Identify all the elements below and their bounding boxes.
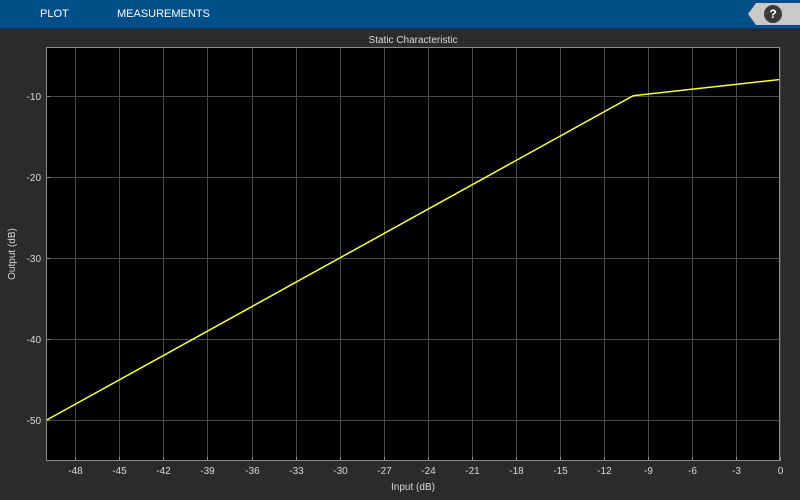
y-tick-label: -50 bbox=[27, 416, 42, 427]
y-tick-label: -40 bbox=[27, 335, 42, 346]
y-tick-label: -20 bbox=[27, 173, 42, 184]
toolstrip: PLOT MEASUREMENTS ? bbox=[0, 0, 800, 29]
axes-frame bbox=[46, 47, 780, 461]
x-tick-label: -3 bbox=[732, 466, 741, 477]
y-axis-label: Output (dB) bbox=[7, 228, 18, 280]
x-tick-label: -9 bbox=[644, 466, 653, 477]
x-axis-label: Input (dB) bbox=[391, 482, 435, 493]
x-tick-label: -39 bbox=[200, 466, 215, 477]
data-series bbox=[45, 78, 781, 422]
x-tick-label: -30 bbox=[333, 466, 348, 477]
y-tick-label: -30 bbox=[27, 254, 42, 265]
x-tick-label: -12 bbox=[597, 466, 612, 477]
x-tick-label: -33 bbox=[289, 466, 304, 477]
x-tick-label: -15 bbox=[553, 466, 568, 477]
x-tick-label: -24 bbox=[421, 466, 436, 477]
x-tick-label: -18 bbox=[509, 466, 524, 477]
series-line bbox=[45, 78, 781, 422]
y-tick-label: -10 bbox=[27, 92, 42, 103]
x-tick-label: -27 bbox=[377, 466, 392, 477]
axes-background bbox=[46, 47, 780, 461]
static-characteristic-plot: -48 -45 -42 -39 -36 -33 -30 -27 -24 -21 -18 -15 -12-… bbox=[7, 35, 784, 493]
x-tick-label: -45 bbox=[112, 466, 127, 477]
grid-lines bbox=[46, 47, 781, 461]
x-tick-label: -21 bbox=[465, 466, 480, 477]
tab-measurements[interactable]: MEASUREMENTS bbox=[117, 8, 210, 20]
tab-plot[interactable]: PLOT bbox=[40, 8, 69, 20]
x-tick-label: -48 bbox=[68, 466, 83, 477]
tick-marks: -48 -45 -42 -39 -36 -33 -30 -27 -24 -21 -18 -15 -12-… bbox=[27, 92, 784, 477]
x-tick-label: -6 bbox=[688, 466, 697, 477]
x-tick-label: -42 bbox=[156, 466, 171, 477]
x-tick-label: 0 bbox=[778, 466, 784, 477]
x-tick-label: -36 bbox=[245, 466, 260, 477]
chart-title: Static Characteristic bbox=[369, 35, 458, 46]
question-mark-icon[interactable]: ? bbox=[764, 5, 782, 23]
help-panel: ? bbox=[748, 3, 800, 25]
